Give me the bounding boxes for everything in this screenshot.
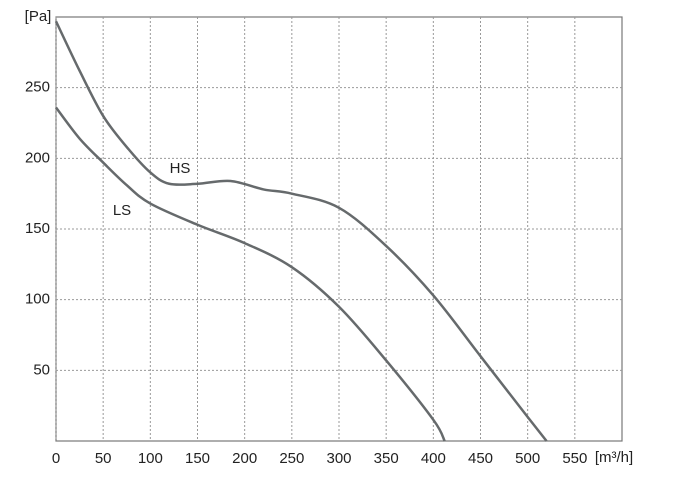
x-tick-label: 500 — [515, 450, 540, 467]
y-tick-label: 250 — [25, 79, 50, 96]
x-tick-label: 100 — [138, 450, 163, 467]
x-axis-label: [m³/h] — [595, 449, 633, 466]
y-tick-label: 50 — [33, 361, 50, 378]
y-tick-label: 200 — [25, 149, 50, 166]
y-axis-label: [Pa] — [25, 8, 52, 25]
x-tick-label: 200 — [232, 450, 257, 467]
series-label: LS — [113, 202, 131, 219]
x-tick-label: 250 — [279, 450, 304, 467]
x-tick-label: 350 — [374, 450, 399, 467]
y-tick-label: 100 — [25, 291, 50, 308]
x-tick-label: 150 — [185, 450, 210, 467]
curve — [54, 20, 548, 442]
y-tick-label: 150 — [25, 220, 50, 237]
x-tick-label: 50 — [95, 450, 112, 467]
series-label: HS — [170, 160, 191, 177]
x-tick-label: 550 — [562, 450, 587, 467]
x-tick-label: 450 — [468, 450, 493, 467]
curve — [55, 106, 446, 442]
x-tick-label: 300 — [326, 450, 351, 467]
x-tick-label: 0 — [52, 450, 60, 467]
x-tick-label: 400 — [421, 450, 446, 467]
